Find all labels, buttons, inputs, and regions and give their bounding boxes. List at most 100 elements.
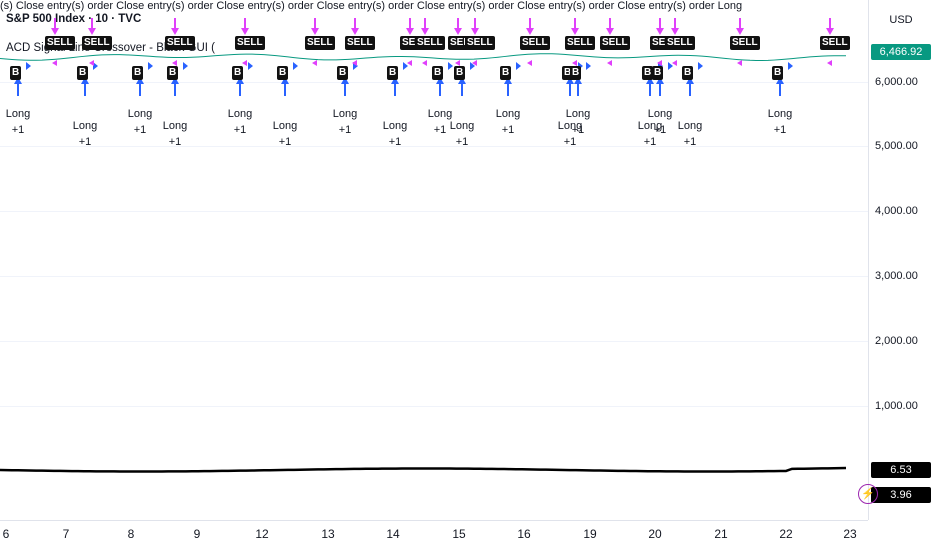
buy-signal-box: B <box>432 66 444 80</box>
long-label: Long <box>647 108 673 120</box>
time-label: 21 <box>714 527 728 541</box>
sell-arrow-icon <box>471 28 479 35</box>
buy-entry-marker <box>26 62 31 70</box>
buy-arrow-icon <box>646 77 654 84</box>
plus-one-label: +1 <box>388 136 402 148</box>
sell-exit-marker <box>52 60 57 66</box>
sell-signal-box: SELL <box>345 36 375 50</box>
buy-entry-marker <box>668 62 673 70</box>
buy-signal-box: B <box>642 66 654 80</box>
buy-signal-box: B <box>132 66 144 80</box>
long-label: Long <box>637 120 663 132</box>
chart-area[interactable]: (s) Close entry(s) order Close entry(s) … <box>0 0 868 520</box>
macd-value-tag: 6.53 <box>871 462 931 478</box>
buy-arrow-icon <box>281 77 289 84</box>
long-label: Long <box>5 108 31 120</box>
sell-signal-box: SELL <box>45 36 75 50</box>
buy-entry-marker <box>470 62 475 70</box>
buy-arrow-icon <box>686 77 694 84</box>
sell-exit-marker <box>527 60 532 66</box>
sell-exit-marker <box>572 60 577 66</box>
buy-arrow-icon <box>656 77 664 84</box>
plus-one-label: +1 <box>278 136 292 148</box>
buy-arrow-icon <box>504 77 512 84</box>
sell-arrow-icon <box>351 28 359 35</box>
buy-entry-marker <box>698 62 703 70</box>
price-label: 1,000.00 <box>875 400 918 412</box>
buy-signal-box: B <box>387 66 399 80</box>
sell-signal-box: SELL <box>82 36 112 50</box>
long-label: Long <box>767 108 793 120</box>
symbol-title[interactable]: S&P 500 Index · 10 · TVC <box>6 13 142 25</box>
sell-arrow-icon <box>241 28 249 35</box>
long-label: Long <box>677 120 703 132</box>
buy-signal-box: B <box>570 66 582 80</box>
sell-exit-marker <box>827 60 832 66</box>
time-label: 7 <box>62 527 70 541</box>
buy-arrow-icon <box>776 77 784 84</box>
long-label: Long <box>557 120 583 132</box>
buy-arrow-icon <box>236 77 244 84</box>
buy-signal-box: B <box>167 66 179 80</box>
price-label: 5,000.00 <box>875 140 918 152</box>
buy-entry-marker <box>183 62 188 70</box>
plus-one-label: +1 <box>133 124 147 136</box>
buy-arrow-icon <box>171 77 179 84</box>
buy-arrow-icon <box>14 77 22 84</box>
buy-arrow-icon <box>136 77 144 84</box>
buy-signal-box: B <box>337 66 349 80</box>
sell-arrow-icon <box>571 28 579 35</box>
buy-entry-marker <box>788 62 793 70</box>
sell-signal-box: SELL <box>235 36 265 50</box>
sell-signal-box: SELL <box>465 36 495 50</box>
price-label: 4,000.00 <box>875 205 918 217</box>
sell-exit-marker <box>472 60 477 66</box>
gridline <box>0 406 868 407</box>
price-label: 2,000.00 <box>875 335 918 347</box>
sell-signal-box: SELL <box>520 36 550 50</box>
plus-one-label: +1 <box>643 136 657 148</box>
buy-arrow-icon <box>341 77 349 84</box>
sell-arrow-icon <box>826 28 834 35</box>
sell-exit-marker <box>672 60 677 66</box>
order-labels-strip: (s) Close entry(s) order Close entry(s) … <box>0 0 743 12</box>
long-label: Long <box>382 120 408 132</box>
buy-arrow-icon <box>391 77 399 84</box>
currency-label[interactable]: USD <box>889 14 913 26</box>
sell-signal-box: SELL <box>820 36 850 50</box>
buy-signal-box: B <box>454 66 466 80</box>
sell-exit-marker <box>422 60 427 66</box>
plus-one-label: +1 <box>11 124 25 136</box>
buy-signal-box: B <box>772 66 784 80</box>
buy-entry-marker <box>248 62 253 70</box>
time-label: 15 <box>452 527 466 541</box>
sell-signal-box: SELL <box>600 36 630 50</box>
sell-exit-marker <box>455 60 460 66</box>
sell-exit-marker <box>737 60 742 66</box>
buy-entry-marker <box>586 62 591 70</box>
time-label: 12 <box>255 527 269 541</box>
time-label: 13 <box>321 527 335 541</box>
buy-signal-box: B <box>562 66 574 80</box>
long-label: Long <box>332 108 358 120</box>
time-label: 19 <box>583 527 597 541</box>
plus-one-label: +1 <box>773 124 787 136</box>
time-label: 20 <box>648 527 662 541</box>
price-label: 6,000.00 <box>875 76 918 88</box>
plus-one-label: +1 <box>683 136 697 148</box>
time-axis[interactable]: 6 7 8 9 12 13 14 15 16 19 20 21 22 23 <box>0 520 868 551</box>
long-label: Long <box>162 120 188 132</box>
buy-signal-box: B <box>277 66 289 80</box>
sell-arrow-icon <box>51 28 59 35</box>
price-axis[interactable]: USD 6,466.92 6,000.00 5,000.00 4,000.00 … <box>868 0 932 520</box>
sell-signal-box: SELL <box>665 36 695 50</box>
long-label: Long <box>127 108 153 120</box>
time-label: 9 <box>193 527 201 541</box>
sell-arrow-icon <box>311 28 319 35</box>
lightning-icon[interactable]: ⚡ <box>858 484 878 504</box>
buy-arrow-icon <box>574 77 582 84</box>
time-label: 14 <box>386 527 400 541</box>
sell-arrow-icon <box>421 28 429 35</box>
plus-one-label: +1 <box>571 124 585 136</box>
long-label: Long <box>427 108 453 120</box>
